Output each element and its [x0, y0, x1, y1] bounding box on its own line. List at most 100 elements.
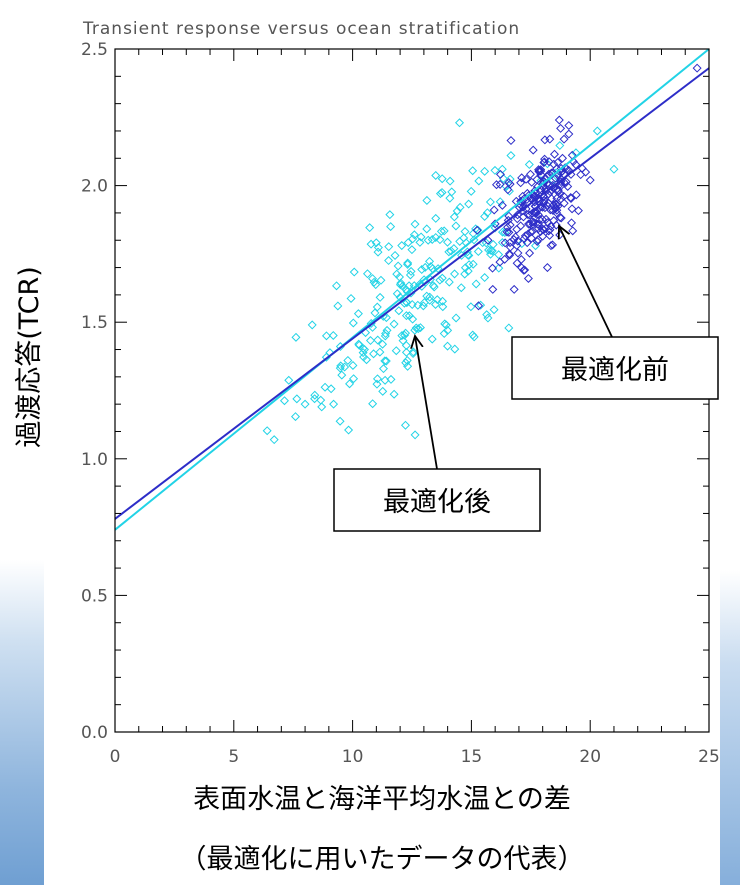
after-optimization-point — [488, 239, 498, 249]
after-optimization-point — [609, 164, 619, 174]
before-optimization-point — [549, 149, 559, 159]
before-optimization-point — [510, 232, 520, 242]
before-optimization-point — [513, 210, 523, 220]
after-optimization-point — [392, 269, 402, 279]
before-optimization-point — [513, 248, 523, 258]
after-optimization-point — [482, 310, 492, 320]
after-optimization-point — [348, 360, 358, 370]
after-optimization-point — [284, 375, 294, 385]
after-optimization-point — [380, 331, 390, 341]
before-optimization-point — [571, 190, 581, 200]
before-optimization-point — [502, 227, 512, 237]
before-optimization-point — [566, 169, 576, 179]
annotation-after-text: 最適化後 — [383, 487, 491, 518]
after-optimization-point — [397, 331, 407, 341]
before-optimization-point — [500, 254, 510, 264]
x-tick-label: 25 — [698, 747, 720, 767]
before-optimization-point — [517, 173, 527, 183]
before-optimization-point — [503, 185, 513, 195]
before-optimization-point — [556, 123, 566, 133]
after-optimization-point — [316, 395, 326, 405]
before-optimization-point — [573, 206, 583, 216]
after-optimization-point — [435, 189, 445, 199]
after-optimization-point — [435, 275, 445, 285]
after-optimization-point — [375, 292, 385, 302]
after-optimization-point — [410, 430, 420, 440]
before-optimization-point — [549, 216, 559, 226]
before-optimization-point — [520, 231, 530, 241]
after-optimization-point — [437, 187, 447, 197]
before-optimization-point — [548, 205, 558, 216]
before-optimization-point — [519, 265, 529, 275]
before-optimization-point — [559, 134, 569, 144]
x-tick-label: 0 — [110, 747, 121, 767]
before-optimization-point — [504, 227, 514, 237]
before-optimization-point — [474, 301, 484, 311]
after-optimization-point — [495, 197, 505, 207]
before-optimization-point — [509, 234, 519, 244]
after-optimization-point — [505, 174, 515, 184]
after-optimization-point — [430, 299, 441, 309]
before-optimization-point — [548, 240, 558, 250]
after-optimization-point — [376, 275, 386, 285]
after-optimization-point — [415, 237, 425, 247]
after-optimization-point — [437, 174, 447, 184]
after-optimization-point — [449, 212, 459, 222]
after-optimization-point — [436, 226, 446, 236]
after-optimization-point — [403, 361, 413, 371]
y-axis-label: 過渡応答(TCR) — [14, 266, 45, 448]
y-tick-label: 2.5 — [81, 40, 108, 60]
after-optimization-point — [396, 278, 406, 288]
after-optimization-point — [449, 244, 459, 254]
before-optimization-point — [553, 187, 563, 197]
after-optimization-point — [425, 295, 435, 305]
after-optimization-point — [349, 374, 359, 384]
axes: 0 5 10 15 20 25 0.0 0.5 1.0 1.5 2.0 2.5 — [81, 40, 720, 767]
after-optimization-point — [426, 262, 436, 272]
after-optimization-point — [307, 320, 317, 330]
after-optimization-point — [473, 225, 483, 235]
after-optimization-point — [317, 402, 327, 412]
before-optimization-point — [524, 219, 534, 229]
before-optimization-point — [512, 258, 522, 268]
y-tick-label: 1.5 — [81, 313, 108, 333]
after-optimization-point — [408, 347, 418, 357]
after-optimization-point — [450, 344, 460, 354]
after-optimization-point — [336, 361, 346, 371]
after-optimization-point — [362, 269, 372, 279]
before-optimization-point — [506, 136, 516, 146]
before-optimization-point — [495, 169, 505, 179]
after-optimization-point — [443, 325, 453, 335]
before-optimization-point — [536, 185, 546, 195]
before-optimization-point — [537, 214, 547, 224]
before-optimization-point — [528, 145, 538, 155]
after-optimization-point — [437, 273, 447, 283]
after-optimization-point — [480, 166, 490, 176]
after-optimization-point — [333, 301, 343, 311]
after-optimization-point — [310, 390, 320, 400]
after-optimization-point — [365, 336, 376, 346]
after-optimization-point — [332, 281, 342, 291]
y-tick-label: 1.0 — [81, 450, 108, 470]
after-optimization-point — [451, 313, 461, 323]
after-optimization-point — [482, 208, 492, 218]
after-optimization-point — [468, 330, 478, 340]
after-optimization-point — [262, 426, 272, 436]
after-optimization-point — [366, 239, 376, 249]
after-optimization-point — [438, 302, 448, 312]
after-optimization-point — [592, 126, 602, 136]
after-optimization-point — [474, 176, 484, 186]
after-optimization-point — [291, 332, 301, 342]
before-optimization-point — [509, 284, 519, 294]
annotation-before-text: 最適化前 — [561, 355, 669, 386]
after-optimization-point — [439, 226, 449, 236]
after-optimization-point — [403, 258, 413, 268]
after-optimization-point — [368, 274, 378, 284]
after-optimization-point — [444, 277, 454, 287]
before-optimization-point — [585, 175, 595, 185]
after-optimization-point — [378, 339, 388, 349]
after-optimization-point — [358, 348, 368, 358]
after-optimization-point — [346, 293, 356, 303]
after-optimization-point — [422, 224, 432, 234]
